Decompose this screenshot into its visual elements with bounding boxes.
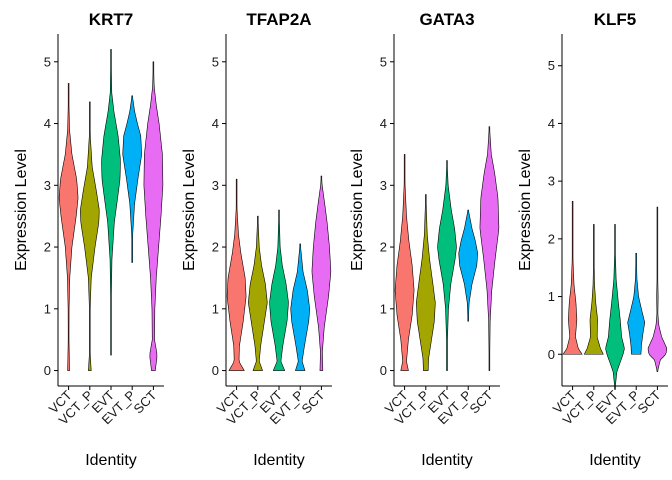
- y-axis-label: Expression Level: [181, 149, 198, 271]
- y-axis-label: Expression Level: [349, 149, 366, 271]
- y-tick-label: 5: [44, 54, 51, 69]
- x-axis-label: Identity: [253, 452, 305, 469]
- x-axis-label: Identity: [589, 452, 641, 469]
- x-tick-label: SCT: [131, 387, 160, 416]
- y-tick-label: 1: [212, 301, 219, 316]
- y-axis-label: Expression Level: [517, 149, 534, 271]
- violin-evt-p: [122, 95, 142, 263]
- x-axis-label: Identity: [85, 452, 137, 469]
- y-tick-label: 0: [212, 363, 219, 378]
- violin-evt-p: [458, 209, 478, 322]
- y-tick-label: 5: [380, 54, 387, 69]
- y-tick-label: 4: [212, 116, 219, 131]
- y-tick-label: 1: [44, 301, 51, 316]
- panel-title: GATA3: [419, 10, 474, 29]
- violin-vct-p: [80, 101, 100, 371]
- violin-evt: [605, 224, 625, 390]
- violin-evt: [269, 209, 289, 371]
- y-tick-label: 4: [380, 116, 387, 131]
- panel-title: KRT7: [89, 10, 133, 29]
- x-tick-label: SCT: [635, 387, 664, 416]
- violin-evt-p: [627, 252, 646, 355]
- violin-evt-p: [290, 243, 310, 371]
- violin-sct: [647, 206, 668, 372]
- violin-sct: [311, 175, 332, 371]
- y-tick-label: 5: [548, 58, 555, 73]
- violin-vct: [394, 154, 415, 371]
- violin-evt: [437, 160, 457, 371]
- panel-klf5: KLF5012345VCTVCT_PEVTEVT_PSCTExpression …: [517, 10, 668, 469]
- y-tick-label: 4: [548, 116, 555, 131]
- y-tick-label: 1: [548, 289, 555, 304]
- violin-sct: [143, 61, 164, 371]
- violin-vct: [58, 83, 79, 371]
- y-tick-label: 2: [380, 240, 387, 255]
- violin-vct-p: [415, 194, 436, 371]
- panel-gata3: GATA3012345VCTVCT_PEVTEVT_PSCTExpression…: [349, 10, 500, 469]
- panel-title: TFAP2A: [246, 10, 311, 29]
- y-tick-label: 3: [44, 178, 51, 193]
- x-tick-label: SCT: [299, 387, 328, 416]
- violin-vct: [562, 201, 583, 355]
- y-tick-label: 3: [548, 174, 555, 189]
- y-tick-label: 2: [212, 240, 219, 255]
- violin-evt: [101, 49, 121, 356]
- x-tick-label: SCT: [467, 387, 496, 416]
- y-tick-label: 3: [212, 178, 219, 193]
- y-tick-label: 1: [380, 301, 387, 316]
- y-tick-label: 0: [380, 363, 387, 378]
- x-axis-label: Identity: [421, 452, 473, 469]
- y-tick-label: 3: [380, 178, 387, 193]
- panel-tfap2a: TFAP2A012345VCTVCT_PEVTEVT_PSCTExpressio…: [181, 10, 332, 469]
- y-tick-label: 5: [212, 54, 219, 69]
- y-tick-label: 0: [548, 347, 555, 362]
- y-axis-label: Expression Level: [13, 149, 30, 271]
- violin-vct-p: [248, 215, 268, 371]
- panel-title: KLF5: [594, 10, 637, 29]
- violin-vct-p: [583, 224, 604, 355]
- y-tick-label: 0: [44, 363, 51, 378]
- y-tick-label: 4: [44, 116, 51, 131]
- violin-sct: [479, 126, 500, 371]
- panel-krt7: KRT7012345VCTVCT_PEVTEVT_PSCTExpression …: [13, 10, 164, 469]
- violin-vct: [226, 178, 247, 371]
- y-tick-label: 2: [44, 240, 51, 255]
- y-tick-label: 2: [548, 231, 555, 246]
